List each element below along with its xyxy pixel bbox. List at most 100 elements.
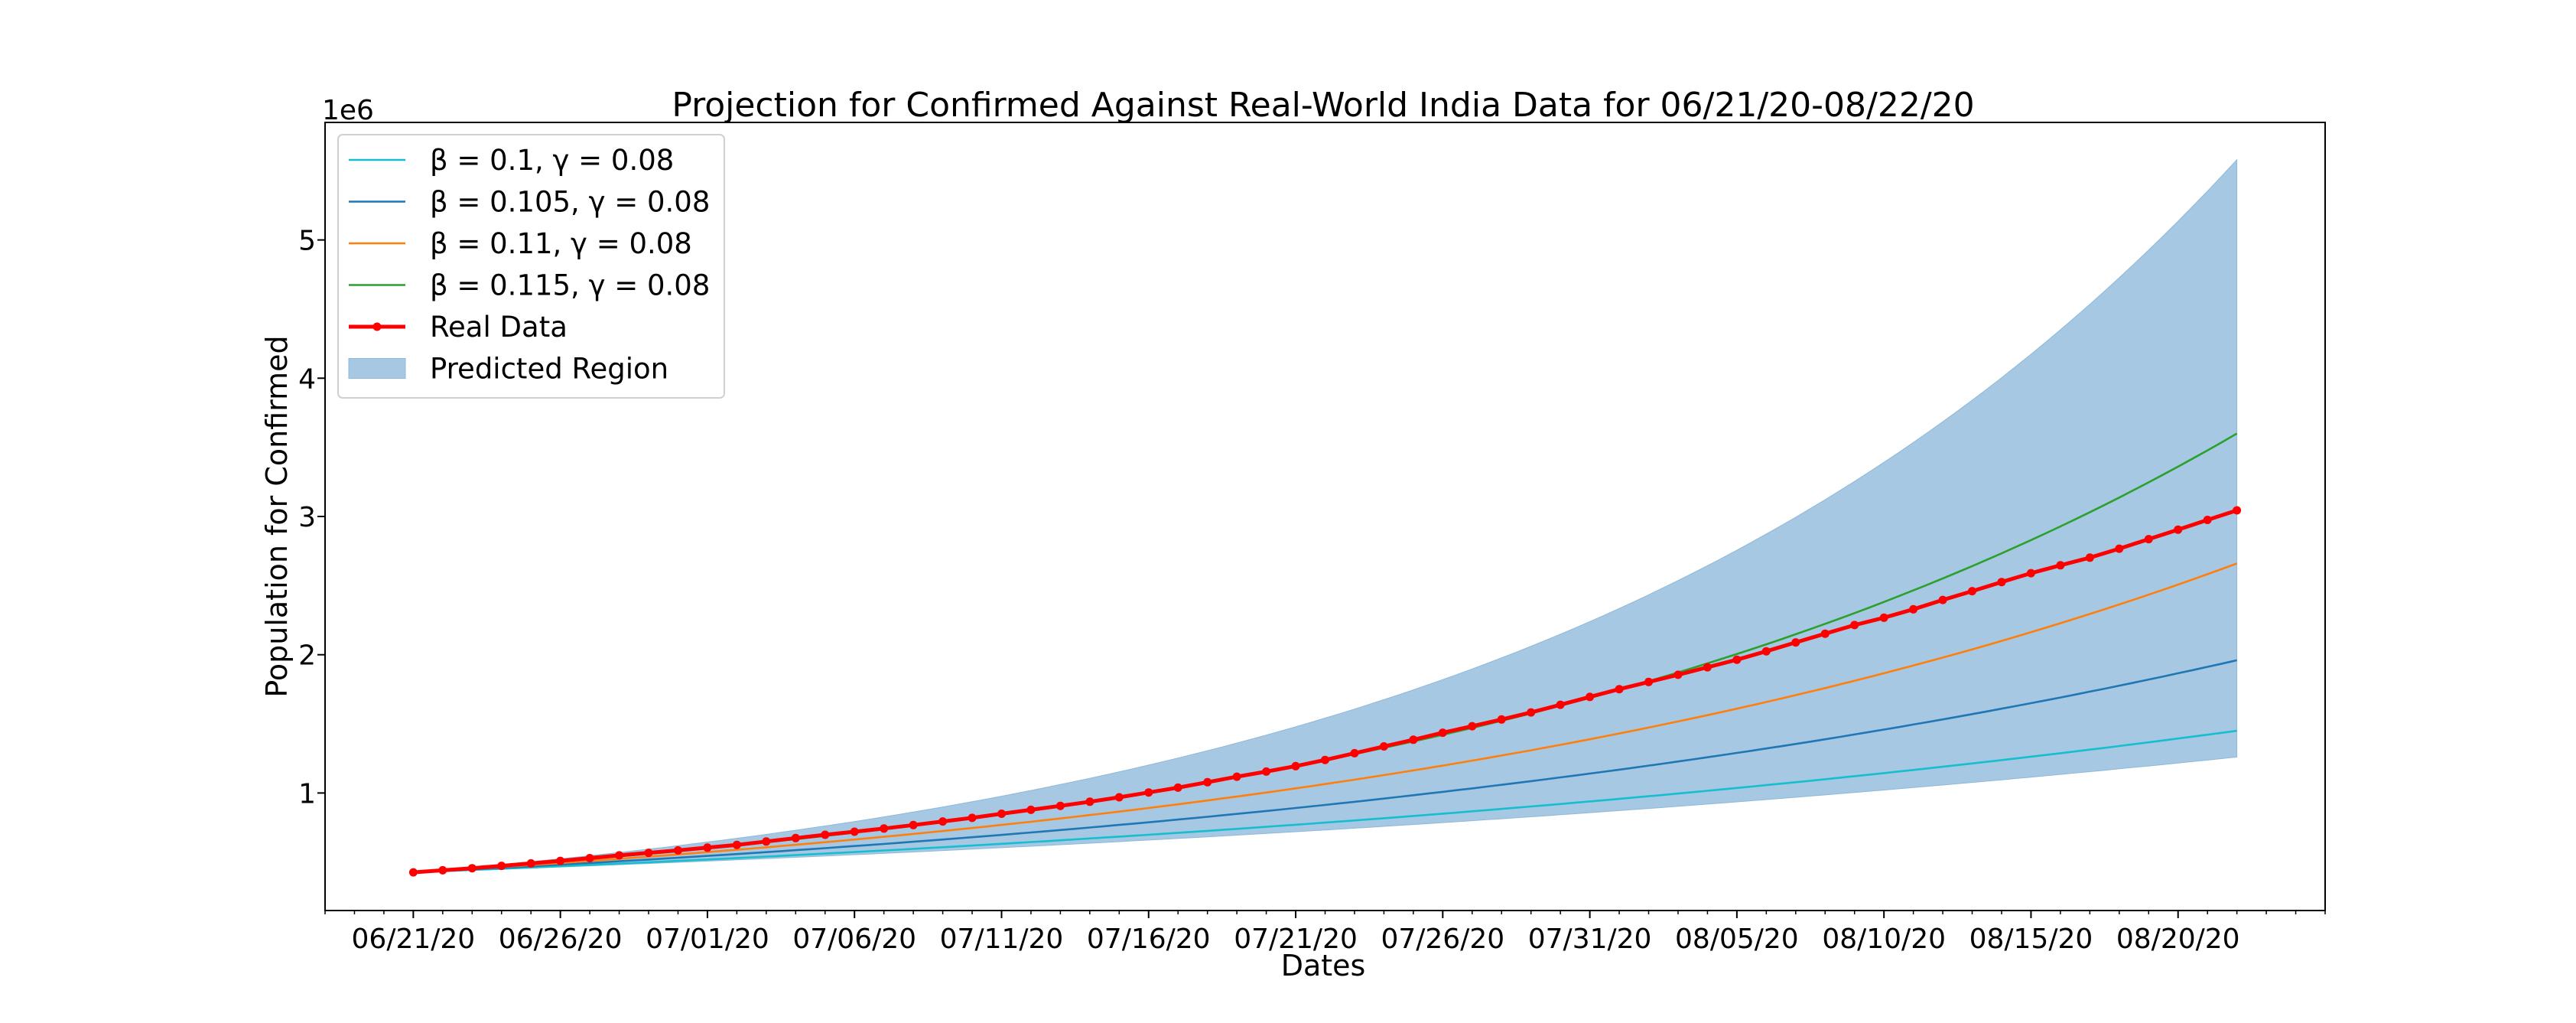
real-data-layer	[408, 506, 2242, 877]
real-data-point	[1703, 663, 1712, 672]
real-data-point	[2085, 553, 2094, 562]
real-data-point	[1761, 647, 1771, 656]
x-tick-label: 07/11/20	[940, 924, 1064, 955]
x-tick-label: 06/21/20	[352, 924, 476, 955]
real-data-point	[1350, 748, 1359, 757]
real-data-point	[997, 810, 1006, 818]
real-data-point	[1938, 595, 1947, 604]
real-data-point	[1497, 715, 1506, 724]
real-data-point	[791, 833, 800, 842]
real-data-point	[2144, 535, 2153, 544]
real-data-point	[1820, 629, 1830, 638]
real-data-point	[2115, 544, 2124, 553]
legend-label: Real Data	[430, 311, 568, 344]
x-axis: 06/21/20 06/26/20 07/01/20 07/06/20 07/11/20…	[324, 911, 2326, 955]
real-data-point	[674, 845, 682, 855]
real-data-point	[1644, 677, 1653, 686]
real-data-point	[556, 856, 565, 865]
x-tick-label: 07/16/20	[1087, 924, 1211, 955]
real-data-point	[762, 837, 771, 846]
chart-title: Projection for Confirmed Against Real-Wo…	[672, 86, 1974, 125]
real-data-point	[1879, 613, 1888, 622]
real-data-point	[1791, 638, 1800, 647]
legend-swatch-region	[348, 358, 406, 379]
x-tick-label: 07/31/20	[1528, 924, 1652, 955]
real-data-point	[1291, 761, 1300, 771]
real-data-point	[1615, 685, 1624, 694]
real-data-point	[1409, 735, 1418, 744]
real-data-point	[2056, 561, 2065, 570]
legend-label: β = 0.105, γ = 0.08	[430, 186, 710, 219]
x-tick-label: 06/26/20	[499, 924, 623, 955]
x-tick-label: 07/21/20	[1234, 924, 1358, 955]
real-data-point	[1997, 578, 2006, 587]
real-data-point	[1114, 793, 1124, 802]
real-data-point	[1438, 728, 1447, 738]
x-tick-label: 07/06/20	[792, 924, 916, 955]
real-data-point	[1468, 722, 1477, 731]
plot-area	[408, 158, 2242, 877]
real-data-point	[1586, 692, 1595, 702]
legend-box	[337, 134, 725, 399]
real-data-point	[2203, 516, 2212, 524]
y-tick-label: 5	[298, 226, 316, 257]
x-tick-label: 08/10/20	[1822, 924, 1946, 955]
legend-swatch-marker	[372, 322, 382, 331]
real-data-point	[1909, 604, 1918, 614]
y-axis-label: Population for Confirmed	[260, 335, 294, 697]
real-data-point	[615, 851, 624, 860]
real-data-point	[909, 820, 918, 829]
real-data-point	[526, 858, 535, 868]
predicted-region-area	[413, 158, 2238, 873]
x-tick-label: 08/05/20	[1675, 924, 1799, 955]
real-data-point	[1173, 783, 1182, 792]
x-tick-label: 07/01/20	[646, 924, 769, 955]
real-data-point	[2026, 569, 2035, 578]
real-data-point	[1055, 801, 1065, 810]
real-data-point	[1556, 700, 1565, 709]
real-data-point	[2233, 506, 2242, 515]
y-axis-offset-label: 1e6	[322, 95, 374, 126]
real-data-point	[1968, 587, 1976, 596]
real-data-point	[1026, 805, 1036, 814]
real-data-point	[938, 817, 948, 826]
real-data-point	[1203, 777, 1212, 787]
y-tick-label: 2	[298, 640, 316, 672]
real-data-point	[1144, 788, 1153, 797]
real-data-point	[2174, 525, 2183, 534]
real-data-point	[644, 849, 653, 858]
real-data-point	[585, 854, 594, 862]
real-data-point	[408, 868, 418, 877]
real-data-point	[821, 830, 830, 839]
real-data-point	[497, 862, 506, 871]
real-data-point	[467, 864, 476, 873]
legend-label: β = 0.11, γ = 0.08	[430, 227, 692, 260]
real-data-point	[1732, 655, 1742, 664]
real-data-point	[1850, 621, 1859, 630]
x-tick-label: 08/15/20	[1969, 924, 2093, 955]
real-data-point	[732, 840, 741, 849]
legend-label: Predicted Region	[430, 353, 668, 386]
series-line-beta-0-1	[413, 729, 2237, 874]
y-tick-label: 1	[298, 778, 316, 810]
real-data-point	[1527, 708, 1536, 717]
real-data-point	[880, 824, 889, 833]
x-tick-label: 08/20/20	[2116, 924, 2240, 955]
real-data-point	[1379, 742, 1388, 751]
series-line-beta-0-11	[413, 562, 2238, 874]
series-line-beta-0-105	[413, 659, 2237, 874]
x-axis-label: Dates	[1281, 949, 1366, 982]
legend: β = 0.1, γ = 0.08 β = 0.105, γ = 0.08 β = …	[337, 134, 725, 399]
legend-label: β = 0.115, γ = 0.08	[430, 269, 710, 302]
real-data-point	[1321, 755, 1329, 764]
real-data-point	[1673, 670, 1683, 679]
predicted-region-layer	[413, 158, 2238, 873]
real-data-point	[1262, 767, 1271, 776]
y-tick-label: 4	[298, 363, 316, 395]
real-data-point	[438, 865, 447, 875]
y-tick-label: 3	[298, 502, 316, 533]
real-data-point	[1085, 797, 1094, 806]
y-axis: 1 2 3 4 5	[298, 226, 325, 810]
legend-label: β = 0.1, γ = 0.08	[430, 144, 674, 177]
